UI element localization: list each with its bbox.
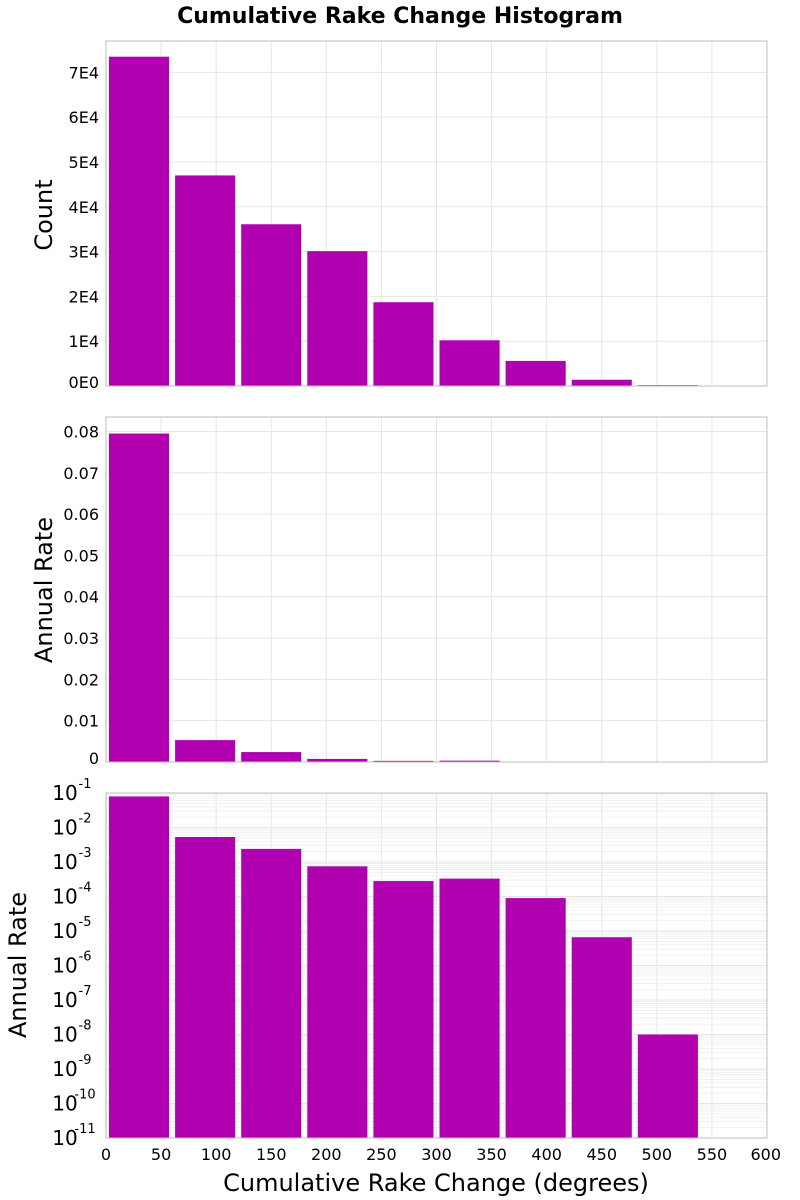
x-tick-label: 400 <box>531 1145 562 1164</box>
histogram-bar <box>307 866 368 1138</box>
y-tick-label: 10 <box>52 885 77 909</box>
x-tick-label: 550 <box>697 1145 728 1164</box>
histogram-bar <box>307 758 368 762</box>
y-tick-label: 10 <box>52 816 77 840</box>
histogram-bar <box>373 302 434 386</box>
histogram-bar <box>637 1034 698 1138</box>
y-tick-label: 3E4 <box>69 243 99 262</box>
y-tick-label: 10 <box>52 1092 77 1116</box>
histogram-bar <box>439 760 500 762</box>
y-tick-label: 0E0 <box>69 373 99 392</box>
y-tick-label: 1E4 <box>69 332 99 351</box>
y-tick-label: 10 <box>52 1126 77 1150</box>
histogram-bar <box>373 760 434 762</box>
y-tick-exponent: -7 <box>79 984 92 999</box>
x-tick-label: 300 <box>421 1145 452 1164</box>
histogram-bar <box>175 740 236 762</box>
y-axis-label: Annual Rate <box>4 892 32 1038</box>
x-tick-label: 450 <box>586 1145 617 1164</box>
y-tick-exponent: -2 <box>79 812 92 827</box>
y-tick-label: 10 <box>52 988 77 1012</box>
y-tick-exponent: -10 <box>74 1088 95 1103</box>
histogram-bar <box>109 796 170 1138</box>
y-tick-exponent: -6 <box>79 950 92 965</box>
y-axis-label: Count <box>30 179 58 250</box>
histogram-bar <box>175 175 236 386</box>
y-tick-label: 10 <box>52 919 77 943</box>
y-tick-label: 0.05 <box>63 546 99 565</box>
y-tick-label: 0.06 <box>63 505 99 524</box>
x-tick-label: 50 <box>151 1145 171 1164</box>
histogram-bar <box>505 360 566 386</box>
histogram-bar <box>373 881 434 1138</box>
y-tick-label: 5E4 <box>69 153 99 172</box>
x-tick-label: 150 <box>256 1145 287 1164</box>
histogram-bar <box>241 224 302 386</box>
histogram-bar <box>109 56 170 386</box>
y-tick-label: 0.03 <box>63 629 99 648</box>
y-tick-label: 0 <box>89 749 99 768</box>
y-tick-label: 10 <box>52 1023 77 1047</box>
y-tick-exponent: -3 <box>79 846 92 861</box>
histogram-bar <box>241 752 302 762</box>
y-tick-exponent: -5 <box>79 915 92 930</box>
y-tick-label: 7E4 <box>69 63 99 82</box>
y-tick-label: 4E4 <box>69 198 99 217</box>
plot-frame <box>105 792 768 1139</box>
histogram-bar <box>505 898 566 1138</box>
y-tick-label: 0.07 <box>63 464 99 483</box>
y-tick-label: 0.01 <box>63 712 99 731</box>
y-tick-exponent: -1 <box>79 777 92 792</box>
histogram-bar <box>175 837 236 1138</box>
count-panel: 0E0 1E4 2E4 3E4 4E4 5E4 6E4 7E4 Count <box>30 40 768 392</box>
x-tick-label: 0 <box>101 1145 111 1164</box>
x-tick-label: 250 <box>366 1145 397 1164</box>
x-tick-label: 600 <box>750 1145 781 1164</box>
histogram-bar <box>439 340 500 386</box>
y-tick-label: 10 <box>52 850 77 874</box>
x-tick-label: 500 <box>642 1145 673 1164</box>
plot-frame <box>105 416 768 763</box>
y-tick-exponent: -4 <box>79 881 92 896</box>
histogram-bar <box>439 878 500 1138</box>
histogram-bar <box>109 433 170 762</box>
y-axis-label: Annual Rate <box>30 517 58 663</box>
x-tick-label: 100 <box>201 1145 232 1164</box>
x-tick-label: 200 <box>311 1145 342 1164</box>
y-tick-label: 0.04 <box>63 588 99 607</box>
y-tick-label: 10 <box>52 1057 77 1081</box>
x-tick-label: 350 <box>476 1145 507 1164</box>
y-tick-label: 2E4 <box>69 287 99 306</box>
y-tick-exponent: -8 <box>79 1019 92 1034</box>
chart-title: Cumulative Rake Change Histogram <box>177 4 623 29</box>
y-tick-label: 10 <box>52 954 77 978</box>
histogram-bar <box>307 251 368 386</box>
histogram-bar <box>571 379 632 386</box>
y-tick-exponent: -11 <box>74 1122 95 1137</box>
y-tick-label: 0.08 <box>63 422 99 441</box>
annual-rate-linear-panel: 0 0.01 0.02 0.03 0.04 0.05 0.06 0.07 0.08 Annual … <box>30 416 768 768</box>
histogram-bar <box>241 848 302 1138</box>
histogram-bar <box>571 937 632 1138</box>
y-tick-label: 10 <box>52 781 77 805</box>
plot-frame <box>105 40 768 387</box>
y-tick-label: 6E4 <box>69 108 99 127</box>
x-axis-label: Cumulative Rake Change (degrees) <box>223 1169 649 1197</box>
y-tick-label: 0.02 <box>63 670 99 689</box>
annual-rate-log-panel: 10-1110-1010-910-810-710-610-510-410-310… <box>4 777 781 1164</box>
y-tick-exponent: -9 <box>79 1053 92 1068</box>
